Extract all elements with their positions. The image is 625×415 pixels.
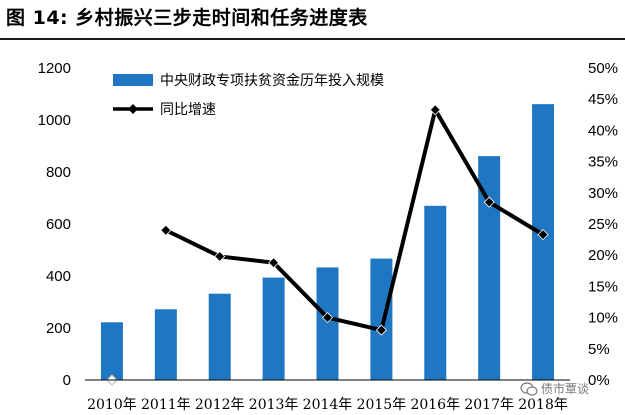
x-tick-label: 2010年 xyxy=(87,397,137,413)
figure-title: 图 14: 乡村振兴三步走时间和任务进度表 xyxy=(6,7,368,29)
x-tick-label: 2016年 xyxy=(410,397,460,413)
bar xyxy=(316,267,339,380)
legend: 中央财政专项扶贫资金历年投入规模 同比增速 xyxy=(113,73,384,118)
growth-point xyxy=(321,312,334,324)
right-y-axis: 0% 5% 10% 15% 20% 25% 30% 35% 40% 45% 50% xyxy=(588,60,618,389)
left-y-tick-label: 800 xyxy=(46,164,71,181)
growth-point xyxy=(160,224,172,236)
watermark: 债市覃谈 xyxy=(520,380,589,397)
left-y-axis: 0 200 400 600 800 1000 1200 xyxy=(38,60,71,389)
wechat-icon xyxy=(520,381,538,396)
right-y-tick-label: 5% xyxy=(588,341,610,358)
bar xyxy=(532,104,555,380)
bar xyxy=(154,309,177,380)
growth-line xyxy=(164,107,545,333)
legend-line-marker xyxy=(128,104,138,114)
left-y-tick-label: 600 xyxy=(46,216,71,233)
bar xyxy=(370,258,393,380)
bar xyxy=(424,205,447,380)
bar xyxy=(100,322,123,380)
x-tick-label: 2015年 xyxy=(357,397,407,413)
x-axis: 2010年 2011年 2012年 2013年 2014年 2015年 2016年 2017年… xyxy=(85,379,570,413)
x-tick-label: 2011年 xyxy=(141,397,191,413)
right-y-tick-label: 20% xyxy=(588,247,618,264)
watermark-text: 债市覃谈 xyxy=(541,382,590,396)
bar-series xyxy=(100,104,555,380)
left-y-tick-label: 1000 xyxy=(38,112,71,129)
line-series xyxy=(106,104,549,386)
right-y-tick-label: 0% xyxy=(588,372,610,389)
growth-point xyxy=(375,324,387,336)
right-y-tick-label: 50% xyxy=(588,60,618,77)
right-y-tick-label: 10% xyxy=(588,310,618,327)
growth-point xyxy=(537,229,549,241)
x-tick-label: 2018年 xyxy=(518,397,568,413)
left-y-tick-label: 0 xyxy=(63,372,71,389)
legend-bar-swatch xyxy=(113,74,153,86)
left-y-tick-label: 400 xyxy=(46,268,71,285)
growth-point xyxy=(483,196,495,208)
x-tick-label: 2013年 xyxy=(249,397,299,413)
bar xyxy=(478,156,501,380)
x-tick-label: 2017年 xyxy=(464,397,514,413)
x-tick-label: 2014年 xyxy=(303,397,353,413)
legend-line-label: 同比增速 xyxy=(160,102,216,118)
x-tick-label: 2012年 xyxy=(195,397,245,413)
right-y-tick-label: 45% xyxy=(588,91,618,108)
bar xyxy=(208,293,231,380)
legend-bar-label: 中央财政专项扶贫资金历年投入规模 xyxy=(160,73,384,89)
growth-point xyxy=(429,104,441,116)
right-y-tick-label: 35% xyxy=(588,154,618,171)
right-y-tick-label: 15% xyxy=(588,278,618,295)
right-y-tick-label: 30% xyxy=(588,185,618,202)
bar xyxy=(262,277,285,380)
growth-point xyxy=(214,250,226,263)
title-divider xyxy=(0,38,625,40)
right-y-tick-label: 25% xyxy=(588,216,618,233)
left-y-tick-label: 200 xyxy=(46,320,71,337)
right-y-tick-label: 40% xyxy=(588,122,618,139)
growth-point xyxy=(268,257,280,269)
left-y-tick-label: 1200 xyxy=(38,60,71,77)
